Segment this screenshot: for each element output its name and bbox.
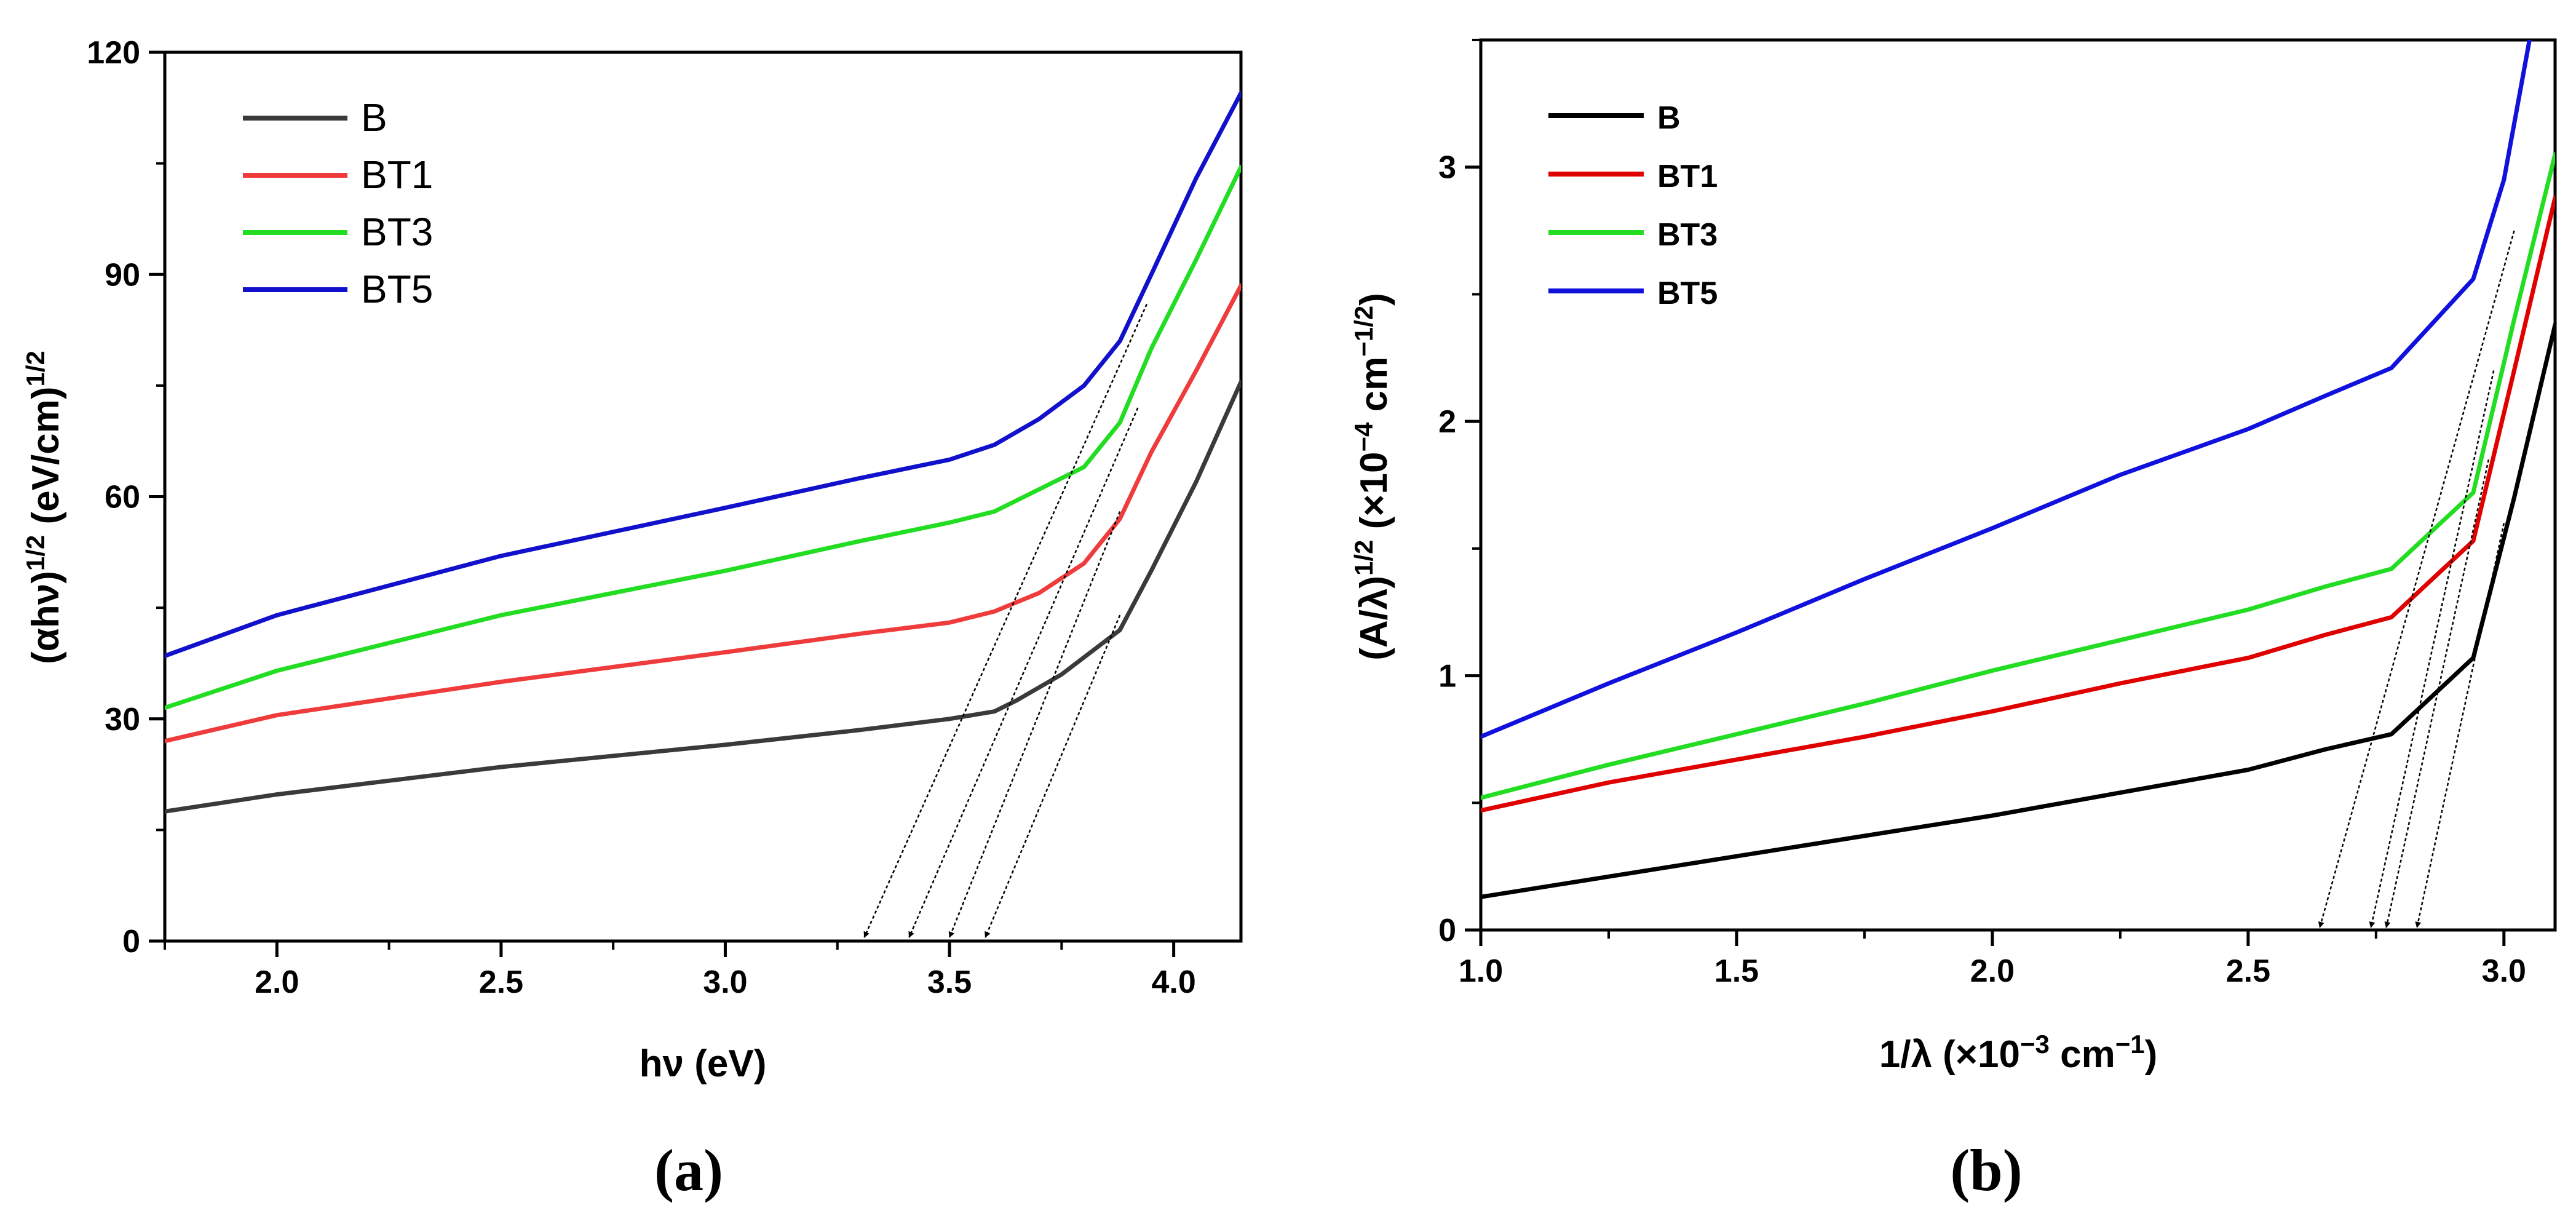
chart-panel-b: (A/λ)1/2 (×10−4 cm−1/2) 1/λ (×10−3 cm−1)…	[1349, 38, 2557, 1203]
panel-label: (b)	[1950, 1137, 2022, 1203]
panel-label: (a)	[654, 1137, 723, 1203]
x-tick-label: 2.5	[479, 964, 523, 1000]
legend-label-bt1: BT1	[361, 153, 433, 197]
tangent-arrow	[2369, 370, 2495, 928]
x-tick-label: 2.0	[255, 964, 299, 1000]
series-line-bt5	[165, 90, 1241, 658]
legend-label-bt3: BT3	[1657, 217, 1718, 253]
x-tick-label: 3.5	[927, 964, 972, 1000]
series-line-b	[1481, 322, 2555, 899]
y-tick-label: 2	[1438, 404, 1456, 440]
x-axis-title: hν (eV)	[640, 1043, 767, 1085]
series-line-bt3	[165, 165, 1241, 710]
y-tick-label: 30	[105, 702, 140, 737]
x-axis-title: 1/λ (×10−3 cm−1)	[1879, 1030, 2158, 1076]
legend-label-bt1: BT1	[1657, 159, 1718, 194]
tangent-arrow	[863, 303, 1148, 938]
y-tick-label: 60	[105, 480, 140, 515]
legend-label-b: B	[361, 95, 387, 140]
x-tick-label: 2.0	[1970, 953, 2015, 989]
plot-frame	[163, 50, 1243, 943]
y-tick-label: 120	[87, 35, 140, 71]
chart-panel-a: (αhν)1/2 (eV/cm)1/2 hν (eV) (a) 2.0 2.5 3.…	[21, 35, 1243, 1203]
tangent-arrow	[908, 407, 1139, 938]
y-tick-label: 0	[1438, 913, 1456, 948]
y-tick-label: 90	[105, 257, 140, 293]
legend-label-bt5: BT5	[361, 267, 433, 311]
plot-frame	[1479, 38, 2557, 932]
legend-label-b: B	[1657, 100, 1681, 136]
tangent-arrow	[985, 614, 1121, 938]
tangent-arrow	[2415, 523, 2505, 928]
series-line-bt5	[1481, 40, 2532, 739]
series-line-b	[165, 380, 1241, 814]
y-axis-title: (αhν)1/2 (eV/cm)1/2	[21, 351, 68, 664]
x-tick-label: 4.0	[1151, 964, 1195, 1000]
series-line-bt3	[1481, 152, 2555, 800]
y-tick-label: 0	[122, 924, 140, 960]
legend-label-bt5: BT5	[1657, 276, 1718, 311]
series-group	[1481, 40, 2555, 899]
y-tick-label: 3	[1438, 150, 1456, 186]
series-group	[165, 90, 1241, 814]
x-tick-label: 2.5	[2226, 953, 2270, 989]
x-tick-label: 1.5	[1714, 953, 1759, 989]
tangent-arrow	[948, 511, 1121, 938]
x-tick-label: 3.0	[703, 964, 747, 1000]
tangent-arrow	[2384, 459, 2490, 928]
series-line-bt1	[165, 283, 1241, 744]
x-tick-label: 1.0	[1459, 953, 1503, 989]
x-tick-label: 3.0	[2482, 953, 2526, 989]
y-axis-title: (A/λ)1/2 (×10−4 cm−1/2)	[1349, 293, 1396, 661]
legend-label-bt3: BT3	[361, 210, 433, 254]
series-line-bt1	[1481, 195, 2555, 813]
y-tick-label: 1	[1438, 659, 1456, 694]
tangent-arrow	[2318, 230, 2515, 928]
